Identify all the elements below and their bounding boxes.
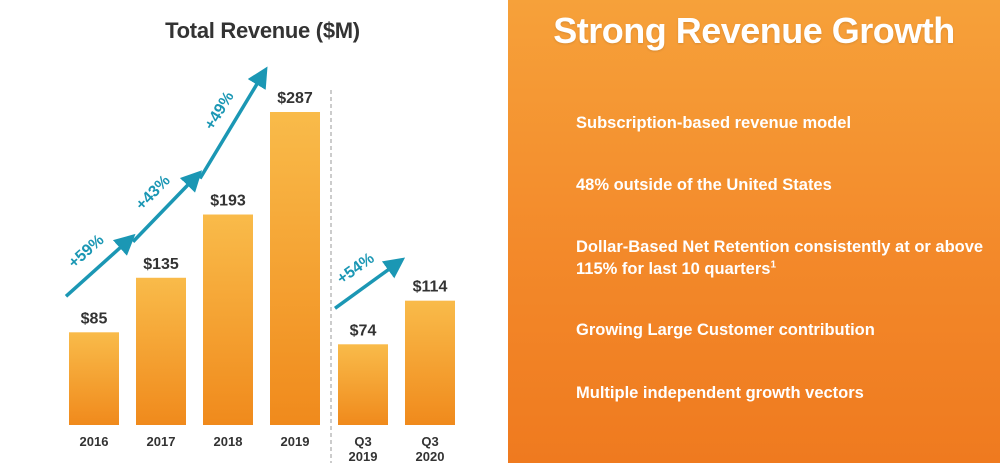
bullet-item: Growing Large Customer contribution (576, 319, 986, 341)
bullet-text: Multiple independent growth vectors (576, 384, 864, 402)
bar-value-label: $85 (81, 310, 108, 327)
category-tick-label: 2019 (281, 434, 310, 449)
category-tick-label: 2017 (147, 434, 176, 449)
bullet-item: Multiple independent growth vectors (576, 382, 986, 404)
category-tick-label: 2016 (80, 434, 109, 449)
bullet-text: 48% outside of the United States (576, 176, 832, 194)
bar (405, 300, 455, 425)
bullet-text: Subscription-based revenue model (576, 114, 852, 132)
bar-value-label: $135 (143, 256, 179, 273)
bar (203, 214, 253, 425)
bar-value-label: $74 (350, 322, 377, 339)
bar (338, 344, 388, 425)
bullet-text: Dollar-Based Net Retention consistently … (576, 238, 984, 278)
growth-arrow (198, 66, 268, 180)
revenue-bar-chart: $85 $135 $193 $287 $74 $114 2016 2017 2018 2019 Q… (64, 66, 455, 463)
footnote (548, 451, 978, 457)
bullet-text: Growing Large Customer contribution (576, 321, 875, 339)
bullet-item: Dollar-Based Net Retention consistently … (576, 236, 986, 280)
growth-arrow (64, 233, 136, 298)
bar (69, 332, 119, 425)
chart-panel: Total Revenue ($M) $85 $135 $193 $287 $74 $11… (64, 18, 455, 463)
bar (270, 112, 320, 425)
growth-arrow (333, 257, 406, 310)
bullet-item: Subscription-based revenue model (576, 112, 986, 134)
bar-value-label: $193 (210, 193, 246, 210)
slide-title: Strong Revenue Growth (553, 10, 955, 51)
bar (136, 277, 186, 425)
category-tick-label: Q3 2020 (416, 434, 445, 463)
chart-title: Total Revenue ($M) (165, 18, 360, 43)
summary-panel: Strong Revenue Growth Subscription-based… (508, 0, 1000, 463)
bar-value-label: $287 (277, 90, 313, 107)
bar-value-label: $114 (413, 279, 448, 296)
category-tick-label: Q3 2019 (349, 434, 378, 463)
growth-arrow (131, 170, 203, 243)
category-tick-label: 2018 (214, 434, 243, 449)
bullet-item: 48% outside of the United States (576, 174, 986, 196)
footnote-marker: 1 (770, 259, 776, 271)
